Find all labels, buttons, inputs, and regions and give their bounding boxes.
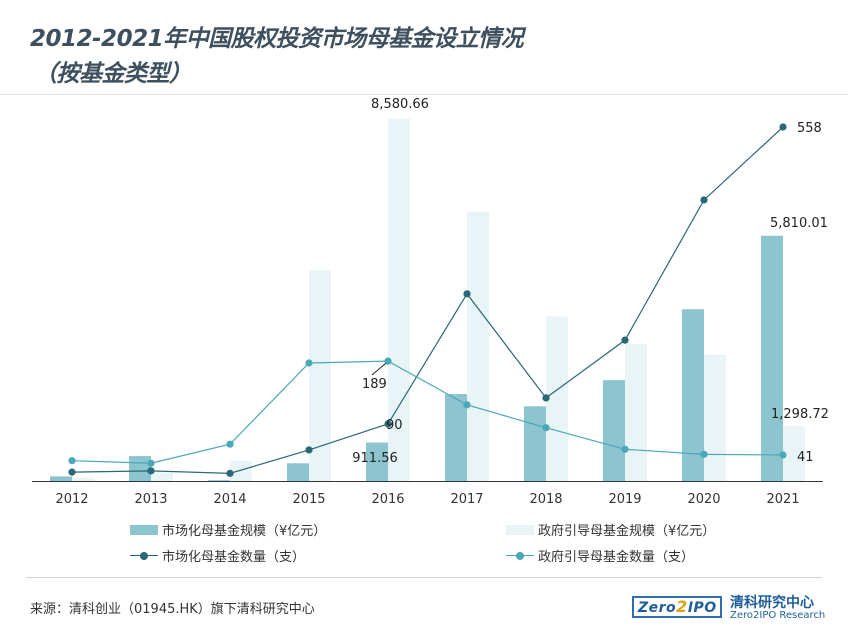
x-tick-label-2020: 2020 xyxy=(687,492,720,507)
x-tick-label-2017: 2017 xyxy=(450,492,483,507)
line-market-count xyxy=(71,126,784,474)
data-label-s1-2016: 8,580.66 xyxy=(371,97,429,112)
point-market-count-2020 xyxy=(700,196,708,204)
zero2ipo-logo: Zero2IPO 清科研究中心 Zero2IPO Research xyxy=(632,588,832,628)
point-gov-count-2012 xyxy=(68,457,76,465)
bar-market-size-2013 xyxy=(129,456,151,481)
data-label-s3-2021: 41 xyxy=(797,450,814,465)
legend-market-count-label: 市场化母基金数量（支） xyxy=(162,550,306,565)
logo-name-en: Zero2IPO Research xyxy=(730,610,826,621)
data-label-s2-2021: 558 xyxy=(797,121,822,136)
bar-gov-size-2015 xyxy=(309,269,331,481)
point-market-count-2021 xyxy=(779,123,787,131)
legend-market-size-swatch xyxy=(130,524,158,535)
title-line-1: 2012-2021年中国股权投资市场母基金设立情况 xyxy=(30,26,524,52)
data-label-s1-2021: 1,298.72 xyxy=(771,407,829,422)
point-market-count-2012 xyxy=(68,468,76,476)
data-label-s0-2021: 5,810.01 xyxy=(770,216,828,231)
bar-market-size-2021 xyxy=(761,235,783,481)
point-gov-count-2016 xyxy=(384,357,392,365)
x-tick-label-2014: 2014 xyxy=(213,492,246,507)
legend-gov-size: 政府引导母基金规模（¥亿元） xyxy=(506,520,715,539)
point-gov-count-2014 xyxy=(226,440,234,448)
leader-line-gov-count-2016 xyxy=(371,362,387,376)
bar-gov-size-2014 xyxy=(230,460,252,481)
legend-market-size: 市场化母基金规模（¥亿元） xyxy=(130,520,326,539)
point-market-count-2015 xyxy=(305,446,313,454)
point-gov-count-2013 xyxy=(147,459,155,467)
point-gov-count-2020 xyxy=(700,450,708,458)
legend-gov-size-swatch xyxy=(506,524,534,535)
legend-gov-count: 政府引导母基金数量（支） xyxy=(506,546,694,565)
header-divider xyxy=(0,94,848,95)
line-gov-count xyxy=(71,360,784,464)
bar-gov-size-2018 xyxy=(546,316,568,481)
legend-gov-size-label: 政府引导母基金规模（¥亿元） xyxy=(538,524,716,539)
bar-market-size-2012 xyxy=(50,476,72,481)
legend-market-count: 市场化母基金数量（支） xyxy=(130,546,305,565)
data-label-s3-2016: 189 xyxy=(362,377,387,392)
legend-gov-count-label: 政府引导母基金数量（支） xyxy=(538,550,695,565)
bar-market-size-2020 xyxy=(682,309,704,481)
legend-gov-count-marker xyxy=(506,551,534,561)
chart-area: 2012 2013 2014 2015 2016 2017 2018 2019 2020 2021… xyxy=(32,97,829,507)
x-tick-label-2016: 2016 xyxy=(371,492,404,507)
point-market-count-2014 xyxy=(226,469,234,477)
data-label-s0-2016: 911.56 xyxy=(352,451,398,466)
x-tick-label-2019: 2019 xyxy=(608,492,641,507)
logo-badge: Zero2IPO xyxy=(632,596,722,618)
bar-market-size-2015 xyxy=(287,463,309,481)
point-gov-count-2017 xyxy=(463,401,471,409)
source-note: 来源：清科创业（01945.HK）旗下清科研究中心 xyxy=(30,602,315,617)
bar-gov-size-2016 xyxy=(388,118,410,481)
chart-title: 2012-2021年中国股权投资市场母基金设立情况 （按基金类型） xyxy=(30,22,650,92)
bar-gov-size-2019 xyxy=(625,343,647,481)
x-tick-label-2015: 2015 xyxy=(292,492,325,507)
logo-name-cn: 清科研究中心 xyxy=(730,595,814,611)
footer-divider xyxy=(26,577,822,578)
bar-gov-size-2012 xyxy=(72,478,94,481)
legend-market-count-marker xyxy=(130,551,158,561)
bar-market-size-2018 xyxy=(524,406,546,481)
point-market-count-2017 xyxy=(463,290,471,298)
point-gov-count-2015 xyxy=(305,359,313,367)
point-market-count-2016 xyxy=(384,420,392,428)
title-line-2: （按基金类型） xyxy=(34,61,192,87)
x-tick-label-2021: 2021 xyxy=(766,492,799,507)
x-tick-label-2013: 2013 xyxy=(134,492,167,507)
bar-gov-size-2020 xyxy=(704,354,726,481)
point-market-count-2019 xyxy=(621,336,629,344)
point-gov-count-2018 xyxy=(542,424,550,432)
data-label-s2-2016: 90 xyxy=(386,418,403,433)
point-market-count-2013 xyxy=(147,467,155,475)
legend-market-size-label: 市场化母基金规模（¥亿元） xyxy=(162,524,327,539)
bar-market-size-2017 xyxy=(445,394,467,481)
x-tick-label-2012: 2012 xyxy=(55,492,88,507)
bar-market-size-2016 xyxy=(366,442,388,481)
bar-gov-size-2017 xyxy=(467,211,489,481)
bar-gov-size-2021 xyxy=(783,426,805,481)
bar-gov-size-2013 xyxy=(151,472,173,481)
point-market-count-2018 xyxy=(542,394,550,402)
point-gov-count-2021 xyxy=(779,451,787,459)
x-tick-label-2018: 2018 xyxy=(529,492,562,507)
bar-market-size-2019 xyxy=(603,380,625,481)
point-gov-count-2019 xyxy=(621,445,629,453)
bar-market-size-2014 xyxy=(208,480,230,481)
